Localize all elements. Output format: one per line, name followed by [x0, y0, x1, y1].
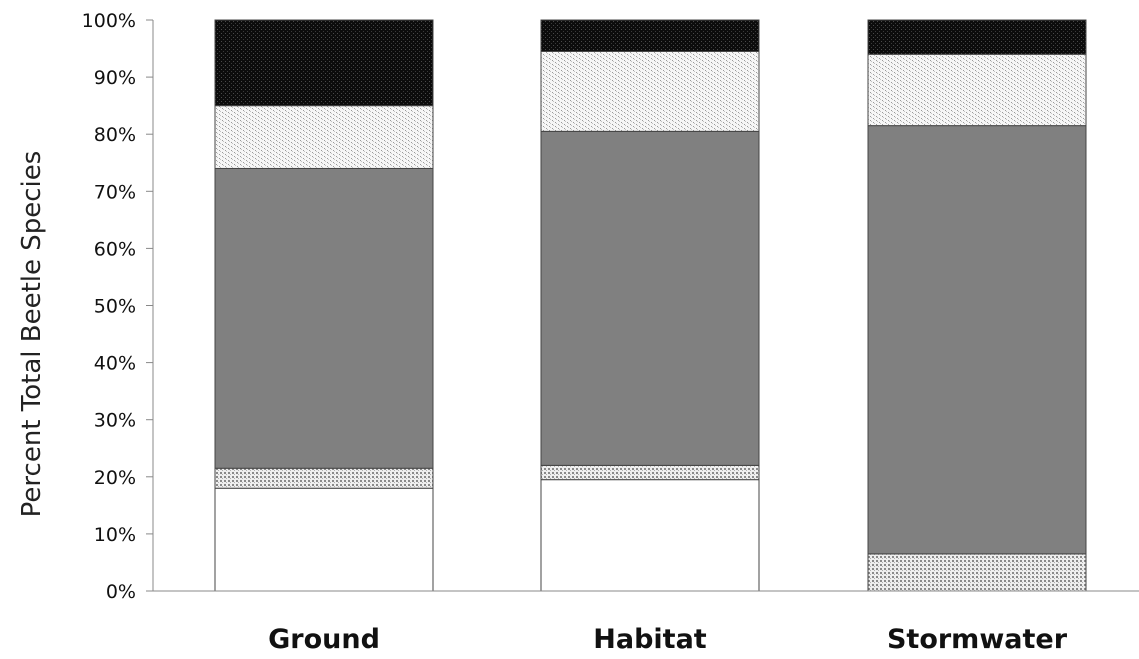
bar-segment: [214, 19, 434, 107]
bar-segment: [540, 50, 760, 132]
bar-segment: [540, 464, 760, 481]
bar-segment: [867, 125, 1087, 555]
bar-segment: [540, 130, 760, 466]
bar-segment: [540, 19, 760, 52]
x-category-label: Stormwater: [887, 624, 1068, 655]
axes: [152, 20, 1139, 592]
bar-segment: [214, 105, 434, 169]
y-tick-label: 20%: [94, 467, 136, 489]
bar-segment: [214, 487, 434, 592]
y-tick-label: 90%: [94, 67, 136, 89]
y-tick-label: 10%: [94, 524, 136, 546]
bar-segment: [867, 53, 1087, 127]
x-category-label: Ground: [268, 624, 380, 655]
y-tick-label: 40%: [94, 353, 136, 375]
y-tick-label: 0%: [106, 581, 136, 603]
category-labels: Ground Habitat Stormwater: [268, 624, 1068, 655]
y-tick-label: 70%: [94, 181, 136, 203]
y-tick-label: 100%: [82, 10, 136, 32]
x-category-label: Habitat: [593, 624, 707, 655]
y-tick-label: 80%: [94, 124, 136, 146]
bar-segment: [540, 479, 760, 592]
y-tick-label: 30%: [94, 410, 136, 432]
bars: [214, 19, 1087, 592]
bar-segment: [214, 167, 434, 469]
y-tick-label: 60%: [94, 238, 136, 260]
bar-segment: [867, 553, 1087, 592]
bar-segment: [214, 467, 434, 489]
bar-segment: [867, 19, 1087, 55]
y-tick-label: 50%: [94, 296, 136, 318]
y-axis-ticks: 0% 10% 20% 30% 40% 50% 60% 70% 80% 90% 100%: [82, 10, 153, 603]
y-axis-label: Percent Total Beetle Species: [17, 151, 47, 518]
